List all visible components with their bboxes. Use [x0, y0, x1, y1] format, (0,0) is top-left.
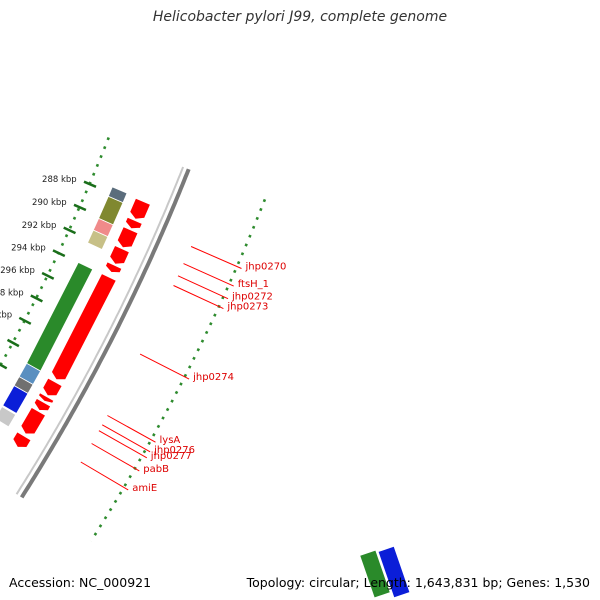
reverse-gene-arrow: [12, 431, 32, 448]
backbone-line: [19, 168, 191, 499]
tick-mark: [41, 271, 55, 280]
forward-gene-top: [107, 186, 128, 204]
gene-label: ftsH_1: [238, 279, 269, 290]
reverse-gene-arrow: [116, 226, 139, 249]
label-leader: [183, 263, 234, 287]
forward-gene-pabB: [2, 385, 29, 415]
backbone-inner-line: [15, 166, 185, 495]
tick-label: 294 kbp: [11, 244, 46, 254]
reverse-gene-arrow: [129, 197, 151, 220]
tick-mark: [6, 338, 20, 348]
reverse-gene-arrow: [51, 273, 117, 381]
tick-mark: [30, 294, 43, 303]
gene-label: jhp0273: [226, 302, 268, 313]
forward-gene-jhp0272: [86, 229, 109, 251]
gene-label: jhp0272: [231, 292, 273, 303]
label-leader: [80, 461, 129, 491]
tick-label: 298 kbp: [0, 288, 24, 298]
gene-label: amiE: [132, 483, 157, 494]
gene-label: jhp0274: [192, 372, 234, 383]
label-leader: [177, 275, 229, 300]
tick-label: 290 kbp: [32, 198, 67, 208]
reverse-gene-arrow: [20, 406, 47, 435]
gene-label: pabB: [143, 464, 169, 475]
tick-label: 296 kbp: [0, 266, 35, 276]
gene-label: jhp0277: [150, 451, 192, 462]
accession-text: Accession: NC_000921: [9, 575, 152, 590]
inner-dotted-ring: [89, 198, 267, 542]
tick-mark: [73, 203, 87, 212]
tick-mark: [63, 226, 77, 235]
label-leader: [107, 415, 156, 443]
label-leader: [190, 246, 242, 269]
tick-label: 288 kbp: [42, 175, 77, 185]
gene-label: jhp0270: [245, 262, 287, 273]
reverse-gene-arrow: [42, 377, 63, 397]
reverse-gene-arrow: [109, 244, 130, 265]
gene-label: jhp0276: [153, 445, 195, 456]
scale-ring: [0, 137, 110, 369]
tick-mark: [52, 249, 66, 258]
label-leader: [173, 285, 224, 310]
bottom-gene-blue: [378, 546, 410, 598]
reverse-gene-arrow: [33, 397, 52, 412]
topology-text: Topology: circular; Length: 1,643,831 bp…: [246, 575, 590, 590]
label-leader: [91, 443, 140, 472]
tick-label: 300 kbp: [0, 311, 12, 321]
genome-title: Helicobacter pylori J99, complete genome: [152, 9, 448, 25]
bottom-gene-green: [360, 550, 390, 598]
tick-label: 292 kbp: [22, 221, 57, 231]
tick-mark: [0, 363, 8, 370]
reverse-gene-arrow: [38, 392, 55, 404]
tick-mark: [83, 180, 97, 188]
gene-label: lysA: [160, 435, 181, 446]
label-leader: [101, 424, 151, 453]
tick-mark: [18, 316, 32, 325]
reverse-gene-arrow: [125, 216, 143, 230]
label-leader: [139, 353, 190, 380]
forward-gene-amiE: [0, 406, 17, 428]
label-leader: [98, 430, 148, 459]
reverse-gene-arrow: [105, 261, 123, 274]
